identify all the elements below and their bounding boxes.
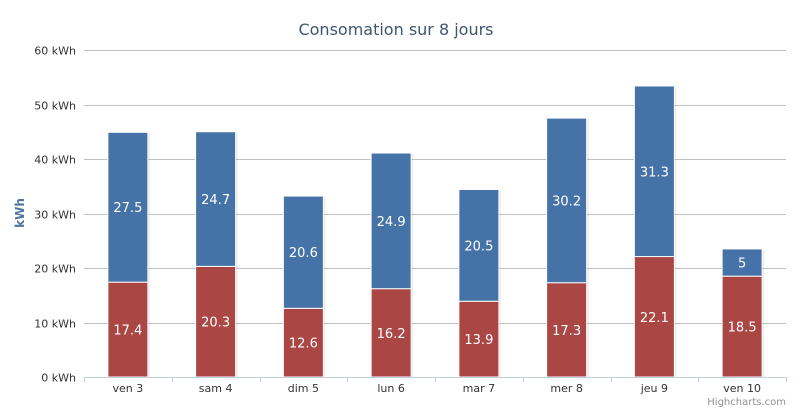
y-tick-label: 60 kWh (34, 45, 76, 58)
data-label: 13.9 (464, 333, 493, 348)
data-label: 17.3 (552, 324, 581, 339)
grid-lines (84, 50, 786, 324)
data-label: 30.2 (552, 194, 581, 209)
data-label: 20.6 (289, 246, 318, 261)
data-label: 24.9 (377, 215, 406, 230)
data-label: 20.5 (464, 239, 493, 254)
y-tick-label: 10 kWh (34, 318, 76, 331)
y-tick-label: 40 kWh (34, 154, 76, 167)
y-axis-ticks: 0 kWh 10 kWh 20 kWh 30 kWh 40 kWh 50 kWh 60 kW… (34, 45, 76, 385)
y-tick-label: 50 kWh (34, 100, 76, 113)
x-axis: ven 3 sam 4 dim 5 lun 6 mar 7 mer 8 jeu 9 ven 1… (84, 377, 787, 395)
bar-segment[interactable] (721, 248, 763, 277)
bar-segment[interactable] (370, 152, 412, 290)
x-tick-label: ven 3 (113, 382, 144, 395)
x-tick-label: mar 7 (463, 382, 495, 395)
x-tick-label: mer 8 (550, 382, 583, 395)
x-tick-label: jeu 9 (640, 382, 668, 395)
bar-segment[interactable] (458, 189, 500, 302)
data-label: 12.6 (289, 337, 318, 352)
bar-segment[interactable] (370, 288, 412, 378)
bar-segment[interactable] (633, 256, 675, 378)
bar-segment[interactable] (107, 281, 149, 378)
bar-segment[interactable] (546, 117, 588, 284)
data-label: 27.5 (113, 201, 142, 216)
bar-segment[interactable] (195, 265, 237, 378)
y-tick-label: 20 kWh (34, 263, 76, 276)
data-label: 24.7 (201, 193, 230, 208)
data-label: 20.3 (201, 316, 230, 331)
y-tick-label: 30 kWh (34, 209, 76, 222)
x-tick-label: lun 6 (377, 382, 405, 395)
bar-segment[interactable] (107, 131, 149, 283)
bar-segment[interactable] (458, 300, 500, 378)
bar-segment[interactable] (282, 307, 324, 378)
bar-segment[interactable] (633, 85, 675, 258)
bars (107, 85, 765, 378)
data-label: 22.1 (640, 311, 669, 326)
data-label: 16.2 (377, 327, 406, 342)
data-label: 5 (738, 257, 746, 272)
x-tick-label: sam 4 (199, 382, 233, 395)
x-tick-label: ven 10 (723, 382, 761, 395)
y-axis-label: kWh (13, 198, 27, 228)
data-label: 18.5 (728, 321, 757, 336)
bar-segment[interactable] (195, 131, 237, 267)
x-tick-label: dim 5 (288, 382, 319, 395)
y-tick-label: 0 kWh (41, 372, 76, 385)
chart-title: Consomation sur 8 jours (298, 20, 493, 39)
bar-segment[interactable] (546, 282, 588, 378)
bar-segment[interactable] (721, 275, 763, 378)
bar-segment[interactable] (282, 195, 324, 309)
data-label: 17.4 (113, 324, 142, 339)
data-label: 31.3 (640, 165, 669, 180)
data-labels: 17.4 27.5 20.3 24.7 12.6 20.6 16.2 24.9 13.9 20.5… (113, 165, 756, 351)
credits-link[interactable]: Highcharts.com (707, 397, 786, 408)
